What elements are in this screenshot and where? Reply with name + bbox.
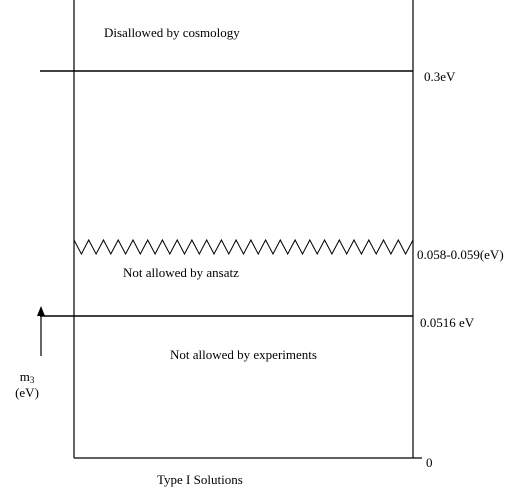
level-label-cosmology: 0.3eV	[424, 69, 456, 84]
y-axis-arrow-head	[37, 306, 45, 316]
region-label-ansatz: Not allowed by ansatz	[123, 265, 239, 280]
ansatz-zigzag-line	[73, 238, 414, 256]
level-label-ansatz: 0.058-0.059(eV)	[417, 247, 504, 262]
region-label-cosmology: Disallowed by cosmology	[104, 25, 240, 40]
level-label-zero: 0	[426, 455, 433, 470]
y-axis-symbol: m	[19, 369, 30, 384]
region-label-experiments: Not allowed by experiments	[170, 347, 317, 362]
diagram-caption: Type I Solutions	[157, 472, 243, 487]
y-axis-label: m3 (eV)	[14, 369, 40, 400]
y-axis-subscript: 3	[29, 375, 35, 385]
level-label-experiments: 0.0516 eV	[420, 315, 475, 330]
y-axis-unit: (eV)	[15, 384, 39, 400]
